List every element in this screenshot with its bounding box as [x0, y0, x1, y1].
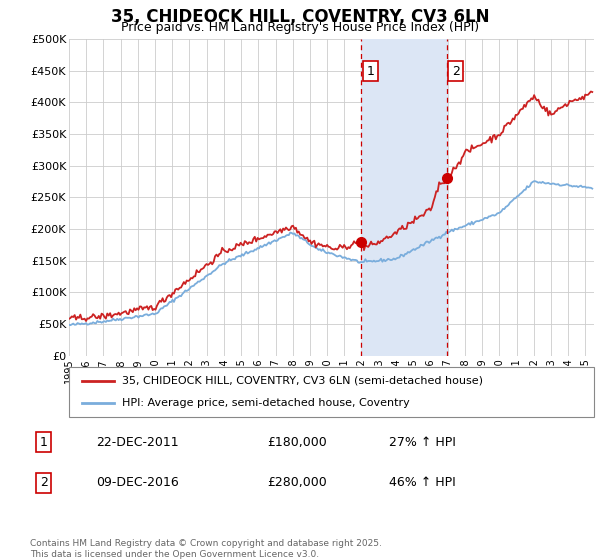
Text: HPI: Average price, semi-detached house, Coventry: HPI: Average price, semi-detached house,…	[121, 398, 409, 408]
Text: £280,000: £280,000	[268, 477, 327, 489]
Text: 35, CHIDEOCK HILL, COVENTRY, CV3 6LN: 35, CHIDEOCK HILL, COVENTRY, CV3 6LN	[111, 8, 489, 26]
Text: Contains HM Land Registry data © Crown copyright and database right 2025.
This d: Contains HM Land Registry data © Crown c…	[30, 539, 382, 559]
Text: Price paid vs. HM Land Registry's House Price Index (HPI): Price paid vs. HM Land Registry's House …	[121, 21, 479, 34]
Bar	[361, 39, 446, 356]
FancyBboxPatch shape	[69, 367, 594, 417]
Text: 46% ↑ HPI: 46% ↑ HPI	[389, 477, 455, 489]
Text: 2: 2	[452, 64, 460, 77]
Text: 09-DEC-2016: 09-DEC-2016	[96, 477, 179, 489]
Text: 35, CHIDEOCK HILL, COVENTRY, CV3 6LN (semi-detached house): 35, CHIDEOCK HILL, COVENTRY, CV3 6LN (se…	[121, 376, 482, 386]
Text: 22-DEC-2011: 22-DEC-2011	[96, 436, 179, 449]
Text: 1: 1	[40, 436, 48, 449]
Text: 2: 2	[40, 477, 48, 489]
Text: £180,000: £180,000	[268, 436, 327, 449]
Text: 27% ↑ HPI: 27% ↑ HPI	[389, 436, 455, 449]
Text: 1: 1	[366, 64, 374, 77]
